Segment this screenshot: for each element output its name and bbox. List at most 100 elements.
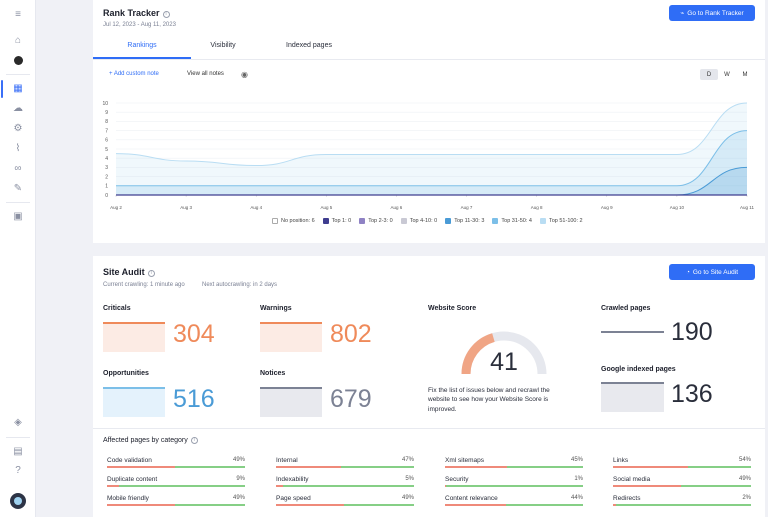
sidebar-divider (6, 202, 30, 203)
category-percent: 47% (401, 457, 414, 463)
website-score-value: 41 (490, 348, 518, 376)
category-row[interactable]: Social media 49% (613, 476, 751, 492)
tab-rankings[interactable]: Rankings (127, 42, 157, 49)
project-icon[interactable] (0, 53, 36, 67)
legend-item[interactable]: Top 31-50: 4 (492, 218, 532, 224)
category-row[interactable]: Xml sitemaps 45% (445, 457, 583, 473)
criticals-bar (103, 322, 165, 352)
category-percent: 54% (738, 457, 751, 463)
legend-item[interactable]: No position: 6 (272, 218, 315, 224)
category-row[interactable]: Indexability 5% (276, 476, 414, 492)
add-custom-note-button[interactable]: + Add custom note (109, 71, 159, 77)
crawled-pages-value: 190 (671, 318, 713, 346)
notices-bar (260, 387, 322, 417)
view-all-notes-button[interactable]: View all notes (187, 71, 224, 77)
category-name: Indexability (276, 476, 309, 483)
google-indexed-label: Google indexed pages (601, 366, 676, 373)
location-icon[interactable]: ◈ (14, 417, 22, 428)
category-progress-fill (276, 504, 344, 506)
category-name: Redirects (613, 495, 641, 502)
rank-tracker-icon[interactable]: ▦ (13, 83, 23, 94)
category-row[interactable]: Security 1% (445, 476, 583, 492)
notices-label: Notices (260, 370, 286, 377)
x-tick-label: Aug 4 (250, 205, 262, 210)
menu-icon[interactable]: ≡ (15, 9, 21, 20)
category-name: Xml sitemaps (445, 457, 485, 464)
opportunities-value: 516 (173, 385, 215, 413)
legend-swatch (492, 218, 499, 224)
series-line (115, 102, 748, 167)
info-icon[interactable]: i (162, 11, 170, 18)
legend-item[interactable]: Top 1: 0 (322, 218, 351, 224)
category-row[interactable]: Content relevance 44% (445, 495, 583, 511)
avatar[interactable] (0, 493, 36, 509)
reports-icon[interactable]: ▣ (13, 211, 23, 222)
category-name: Internal (276, 457, 298, 464)
category-name: Links (613, 457, 629, 464)
gauge-icon: ◔ (685, 268, 690, 276)
range-day-button[interactable]: D (700, 69, 718, 80)
category-row[interactable]: Internal 47% (276, 457, 414, 473)
sidebar-divider (6, 437, 30, 438)
y-tick-label: 5 (105, 147, 108, 153)
sidebar-divider (6, 74, 30, 75)
tab-visibility[interactable]: Visibility (210, 42, 236, 49)
category-row[interactable]: Links 54% (613, 457, 751, 473)
category-progress-track (276, 466, 414, 468)
category-progress-fill (107, 466, 175, 468)
eye-icon[interactable]: ◉ (241, 70, 248, 79)
category-progress-fill (613, 504, 616, 506)
website-score-hint: Fix the list of issues below and recrawl… (428, 387, 550, 413)
go-to-site-audit-button[interactable]: ◔ Go to Site Audit (669, 264, 755, 280)
crawled-pages-label: Crawled pages (601, 305, 651, 312)
legend-item[interactable]: Top 51-100: 2 (539, 218, 583, 224)
info-icon[interactable]: i (147, 270, 155, 277)
google-indexed-value: 136 (671, 380, 713, 408)
category-name: Content relevance (445, 495, 498, 502)
category-percent: 49% (232, 457, 245, 463)
legend-item[interactable]: Top 4-10: 0 (400, 218, 437, 224)
notes-icon[interactable]: ▤ (13, 446, 23, 457)
y-tick-label: 4 (105, 156, 108, 162)
category-progress-track (445, 485, 583, 487)
go-to-rank-tracker-button[interactable]: ⌁ Go to Rank Tracker (669, 5, 755, 21)
help-icon[interactable]: ? (15, 465, 21, 476)
info-icon[interactable]: i (190, 437, 198, 444)
category-percent: 45% (570, 457, 583, 463)
website-score-gauge (461, 331, 547, 375)
category-row[interactable]: Redirects 2% (613, 495, 751, 511)
category-percent: 2% (742, 495, 751, 501)
affected-pages-title: Affected pages by category i (103, 437, 198, 444)
warnings-value: 802 (330, 320, 372, 348)
y-tick-label: 2 (105, 174, 108, 180)
category-percent: 9% (236, 476, 245, 482)
active-tab-indicator (93, 57, 191, 59)
tab-indexed-pages[interactable]: Indexed pages (286, 42, 332, 49)
chart-line-icon[interactable]: ⌇ (15, 143, 21, 154)
crawled-pages-bar (601, 331, 664, 333)
range-week-button[interactable]: W (724, 71, 730, 78)
y-tick-label: 0 (105, 193, 108, 199)
sidebar-active-indicator (1, 80, 3, 98)
legend-item[interactable]: Top 2-3: 0 (359, 218, 393, 224)
tools-icon[interactable]: ✎ (13, 183, 23, 194)
y-tick-label: 3 (105, 165, 108, 171)
category-percent: 49% (401, 495, 414, 501)
cloud-icon[interactable]: ☁ (13, 103, 23, 114)
category-row[interactable]: Mobile friendly 49% (107, 495, 245, 511)
audit-icon[interactable]: ⚙ (13, 123, 23, 134)
category-progress-track (107, 504, 245, 506)
date-range: Jul 12, 2023 - Aug 11, 2023 (103, 22, 176, 28)
home-icon[interactable]: ⌂ (14, 35, 22, 46)
legend-item[interactable]: Top 11-30: 3 (445, 218, 484, 224)
legend-swatch (322, 218, 329, 224)
range-month-button[interactable]: M (742, 71, 748, 78)
link-icon[interactable]: ∞ (14, 163, 22, 174)
category-row[interactable]: Duplicate content 9% (107, 476, 245, 492)
category-row[interactable]: Code validation 49% (107, 457, 245, 473)
category-progress-fill (613, 466, 688, 468)
section-divider (93, 428, 765, 429)
category-progress-track (445, 504, 583, 506)
category-row[interactable]: Page speed 49% (276, 495, 414, 511)
y-tick-label: 7 (105, 128, 108, 134)
